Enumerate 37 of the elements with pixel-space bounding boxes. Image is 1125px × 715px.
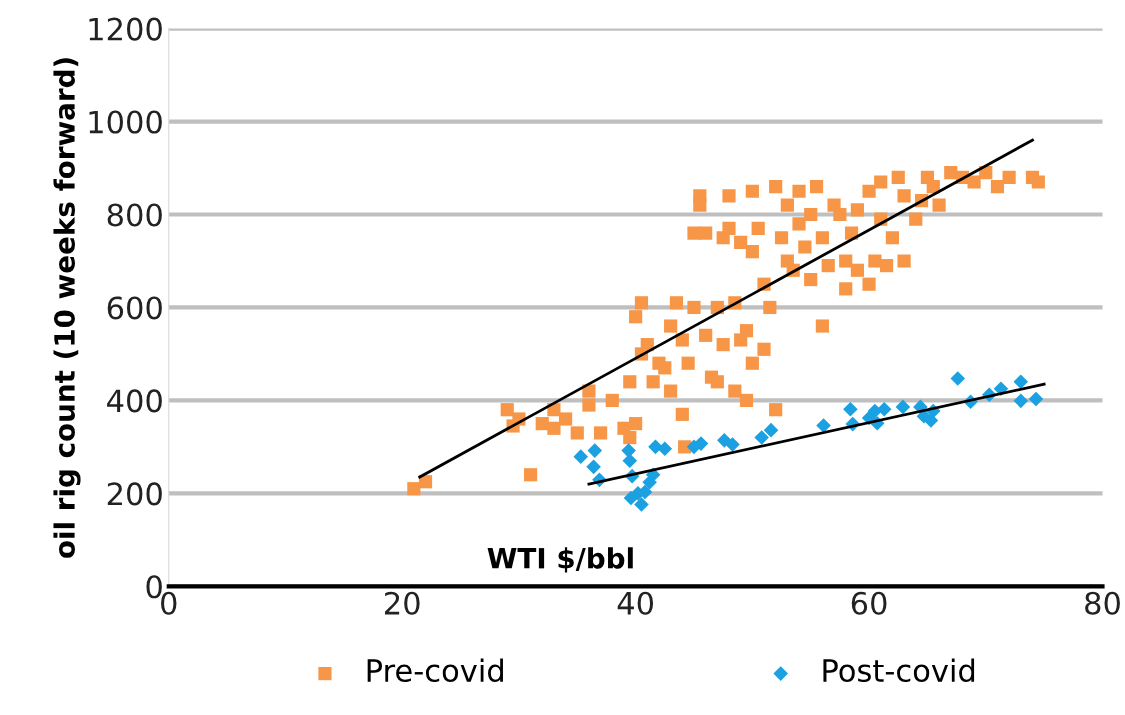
y-tick-label: 200 — [107, 482, 162, 506]
point — [573, 449, 589, 464]
point — [923, 413, 939, 428]
point — [1013, 374, 1029, 390]
point — [725, 437, 740, 452]
x-tick-label: 20 — [384, 591, 420, 615]
y-tick-label: 0 — [146, 575, 162, 599]
point — [763, 422, 779, 438]
point — [816, 418, 831, 433]
point — [895, 399, 911, 415]
x-axis-title: WTI $/bbl — [487, 547, 633, 573]
y-tick-label: 1000 — [89, 110, 162, 134]
legend-label: Pre-covid — [367, 658, 503, 683]
y-axis-title: oil rig count (10 weeks forward) — [53, 58, 81, 558]
point — [867, 403, 883, 419]
point — [1013, 393, 1029, 409]
point — [622, 453, 638, 469]
x-tick-label: 80 — [1085, 591, 1120, 615]
point — [843, 401, 858, 417]
point — [1028, 391, 1044, 407]
point — [876, 401, 892, 417]
point — [586, 459, 601, 475]
point — [693, 436, 709, 451]
point — [634, 497, 649, 512]
point — [754, 430, 769, 445]
point — [657, 441, 673, 457]
y-tick-label: 800 — [107, 203, 162, 227]
x-tick-label: 0 — [161, 591, 177, 615]
legend-label: Post-covid — [823, 658, 975, 683]
point — [950, 371, 966, 386]
y-tick-label: 600 — [107, 296, 162, 320]
x-tick-label: 60 — [851, 591, 887, 615]
y-tick-label: 400 — [107, 389, 162, 413]
point — [587, 443, 603, 458]
point — [621, 443, 636, 458]
x-tick-label: 40 — [617, 591, 654, 615]
y-tick-label: 1200 — [89, 17, 162, 41]
